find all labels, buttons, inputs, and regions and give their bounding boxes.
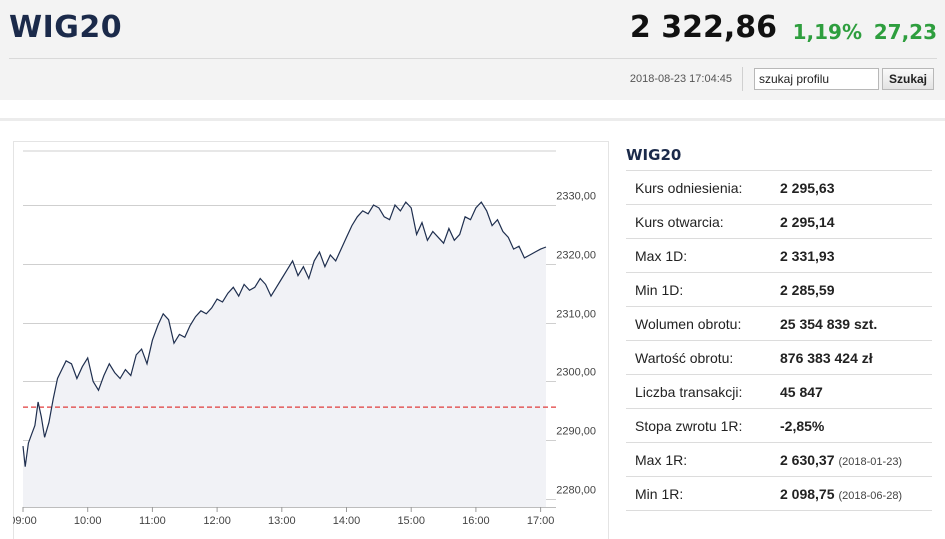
- stats-value: 45 847: [780, 374, 932, 409]
- stats-value-text: 2 285,59: [780, 281, 835, 298]
- stats-value: 2 285,59: [780, 272, 932, 307]
- stats-label: Max 1D:: [626, 238, 780, 273]
- header-divider: [9, 58, 937, 59]
- x-tick-label: 11:00: [139, 515, 166, 527]
- stats-value-text: 2 295,14: [780, 213, 835, 230]
- y-tick-label: 2320,00: [556, 250, 596, 262]
- header-bar: WIG20 2 322,86 1,19% 27,23 2018-08-23 17…: [0, 0, 945, 100]
- x-tick-label: 13:00: [268, 515, 296, 527]
- quote-timestamp: 2018-08-23 17:04:45: [629, 73, 732, 85]
- stats-row: Max 1D: 2 331,93: [626, 238, 932, 273]
- stats-label: Wartość obrotu:: [626, 340, 780, 375]
- stats-label: Kurs odniesienia:: [626, 170, 780, 205]
- index-price: 2 322,86: [629, 10, 777, 45]
- stats-label: Min 1D:: [626, 272, 780, 307]
- stats-value: 876 383 424 zł: [780, 340, 932, 375]
- stats-value-text: -2,85%: [780, 417, 825, 434]
- index-title: WIG20: [9, 10, 123, 45]
- stats-value-text: 876 383 424 zł: [780, 349, 873, 366]
- stats-value-text: 2 098,75: [780, 485, 835, 502]
- stats-date: (2018-06-28): [838, 489, 903, 502]
- y-tick-label: 2330,00: [556, 191, 596, 203]
- x-tick-label: 15:00: [397, 515, 425, 527]
- stats-row: Min 1R: 2 098,75 (2018-06-28): [626, 476, 932, 511]
- stats-row: Stopa zwrotu 1R: -2,85%: [626, 408, 932, 443]
- stats-value: 2 098,75 (2018-06-28): [780, 476, 932, 511]
- stats-label: Liczba transakcji:: [626, 374, 780, 409]
- stats-value: -2,85%: [780, 408, 932, 443]
- change-absolute: 27,23: [873, 20, 937, 44]
- stats-value: 2 331,93: [780, 238, 932, 273]
- series-line: [22, 201, 547, 467]
- stats-label: Kurs otwarcia:: [626, 204, 780, 239]
- stats-value: 25 354 839 szt.: [780, 306, 932, 341]
- profile-search-input[interactable]: [754, 68, 879, 90]
- stats-row: Kurs otwarcia: 2 295,14: [626, 204, 932, 239]
- chart-frame: [13, 141, 609, 539]
- y-tick-label: 2310,00: [556, 309, 596, 321]
- header-separator: [742, 67, 743, 91]
- x-tick-label: 10:00: [74, 515, 102, 527]
- y-tick-label: 2300,00: [556, 367, 596, 379]
- stats-table: Kurs odniesienia: 2 295,63 Kurs otwarcia: 2…: [626, 170, 932, 511]
- x-tick-label: 09:00: [13, 515, 37, 527]
- stats-value: 2 295,63: [780, 170, 932, 205]
- stats-row: Min 1D: 2 285,59: [626, 272, 932, 307]
- stats-value-text: 45 847: [780, 383, 823, 400]
- stats-label: Min 1R:: [626, 476, 780, 511]
- x-tick-label: 17:00: [527, 515, 555, 527]
- stats-label: Max 1R:: [626, 442, 780, 477]
- stats-row: Kurs odniesienia: 2 295,63: [626, 170, 932, 205]
- stats-value-text: 2 295,63: [780, 179, 835, 196]
- y-tick-label: 2290,00: [556, 426, 596, 438]
- stats-value-text: 2 630,37: [780, 451, 835, 468]
- series-area: [23, 202, 546, 507]
- search-button[interactable]: Szukaj: [882, 68, 934, 90]
- stats-date: (2018-01-23): [838, 455, 903, 468]
- section-divider: [0, 118, 945, 121]
- x-tick-label: 12:00: [203, 515, 231, 527]
- stats-value-text: 2 331,93: [780, 247, 835, 264]
- stats-row: Liczba transakcji: 45 847: [626, 374, 932, 409]
- stats-title: WIG20: [626, 146, 682, 164]
- x-tick-label: 16:00: [462, 515, 490, 527]
- stats-value: 2 295,14: [780, 204, 932, 239]
- change-percent: 1,19%: [792, 20, 862, 44]
- stats-label: Wolumen obrotu:: [626, 306, 780, 341]
- stats-row: Wolumen obrotu: 25 354 839 szt.: [626, 306, 932, 341]
- stats-value: 2 630,37 (2018-01-23): [780, 442, 932, 477]
- stats-row: Max 1R: 2 630,37 (2018-01-23): [626, 442, 932, 477]
- stats-value-text: 25 354 839 szt.: [780, 315, 878, 332]
- intraday-chart: 2280,00 2290,00 2300,00 2310,00 2320,00 2330,…: [13, 150, 596, 527]
- stats-label: Stopa zwrotu 1R:: [626, 408, 780, 443]
- x-tick-label: 14:00: [333, 515, 361, 527]
- stats-row: Wartość obrotu: 876 383 424 zł: [626, 340, 932, 375]
- y-tick-label: 2280,00: [556, 485, 596, 497]
